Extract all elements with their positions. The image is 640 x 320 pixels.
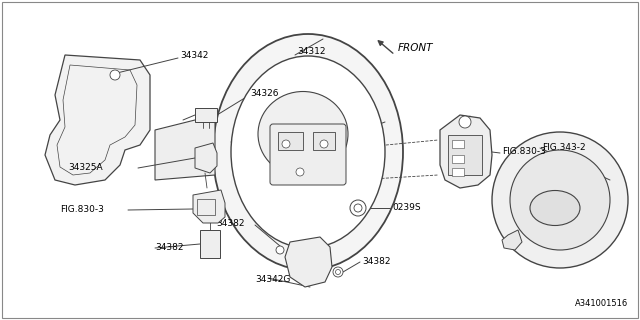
Text: 34342: 34342	[180, 51, 209, 60]
Circle shape	[354, 204, 362, 212]
Polygon shape	[285, 237, 332, 287]
Circle shape	[296, 168, 304, 176]
Bar	[195, 108, 217, 122]
Bar	[448, 135, 482, 175]
Polygon shape	[440, 115, 492, 188]
Bar	[452, 140, 464, 148]
Text: FRONT: FRONT	[398, 43, 433, 53]
Ellipse shape	[530, 190, 580, 226]
Bar	[452, 168, 464, 176]
Circle shape	[110, 70, 120, 80]
Bar	[313, 132, 335, 150]
Polygon shape	[195, 143, 217, 173]
Text: FIG.830-3: FIG.830-3	[502, 148, 546, 156]
Polygon shape	[502, 230, 522, 250]
Circle shape	[350, 200, 366, 216]
Circle shape	[282, 140, 290, 148]
Polygon shape	[45, 55, 150, 185]
Circle shape	[459, 116, 471, 128]
Polygon shape	[193, 190, 225, 223]
Text: A341001516: A341001516	[575, 299, 628, 308]
Text: 34382: 34382	[362, 257, 390, 266]
Text: 34382: 34382	[216, 219, 245, 228]
Bar	[197, 199, 215, 215]
Text: 34326: 34326	[250, 89, 278, 98]
Circle shape	[492, 132, 628, 268]
Text: 34312: 34312	[297, 47, 326, 57]
Circle shape	[335, 269, 340, 275]
Text: 34382: 34382	[155, 244, 184, 252]
Bar	[452, 155, 464, 163]
Text: 0239S: 0239S	[392, 203, 420, 212]
Text: FIG.343-2: FIG.343-2	[542, 142, 586, 151]
Text: 34342G: 34342G	[255, 276, 291, 284]
Ellipse shape	[213, 34, 403, 270]
Text: 34325A: 34325A	[68, 164, 102, 172]
Circle shape	[510, 150, 610, 250]
FancyBboxPatch shape	[270, 124, 346, 185]
Polygon shape	[155, 115, 215, 180]
Ellipse shape	[258, 92, 348, 177]
Bar	[278, 132, 303, 150]
Ellipse shape	[231, 56, 385, 248]
Text: FIG.830-3: FIG.830-3	[60, 205, 104, 214]
Circle shape	[276, 246, 284, 254]
Bar	[200, 230, 220, 258]
Circle shape	[333, 267, 343, 277]
Circle shape	[320, 140, 328, 148]
